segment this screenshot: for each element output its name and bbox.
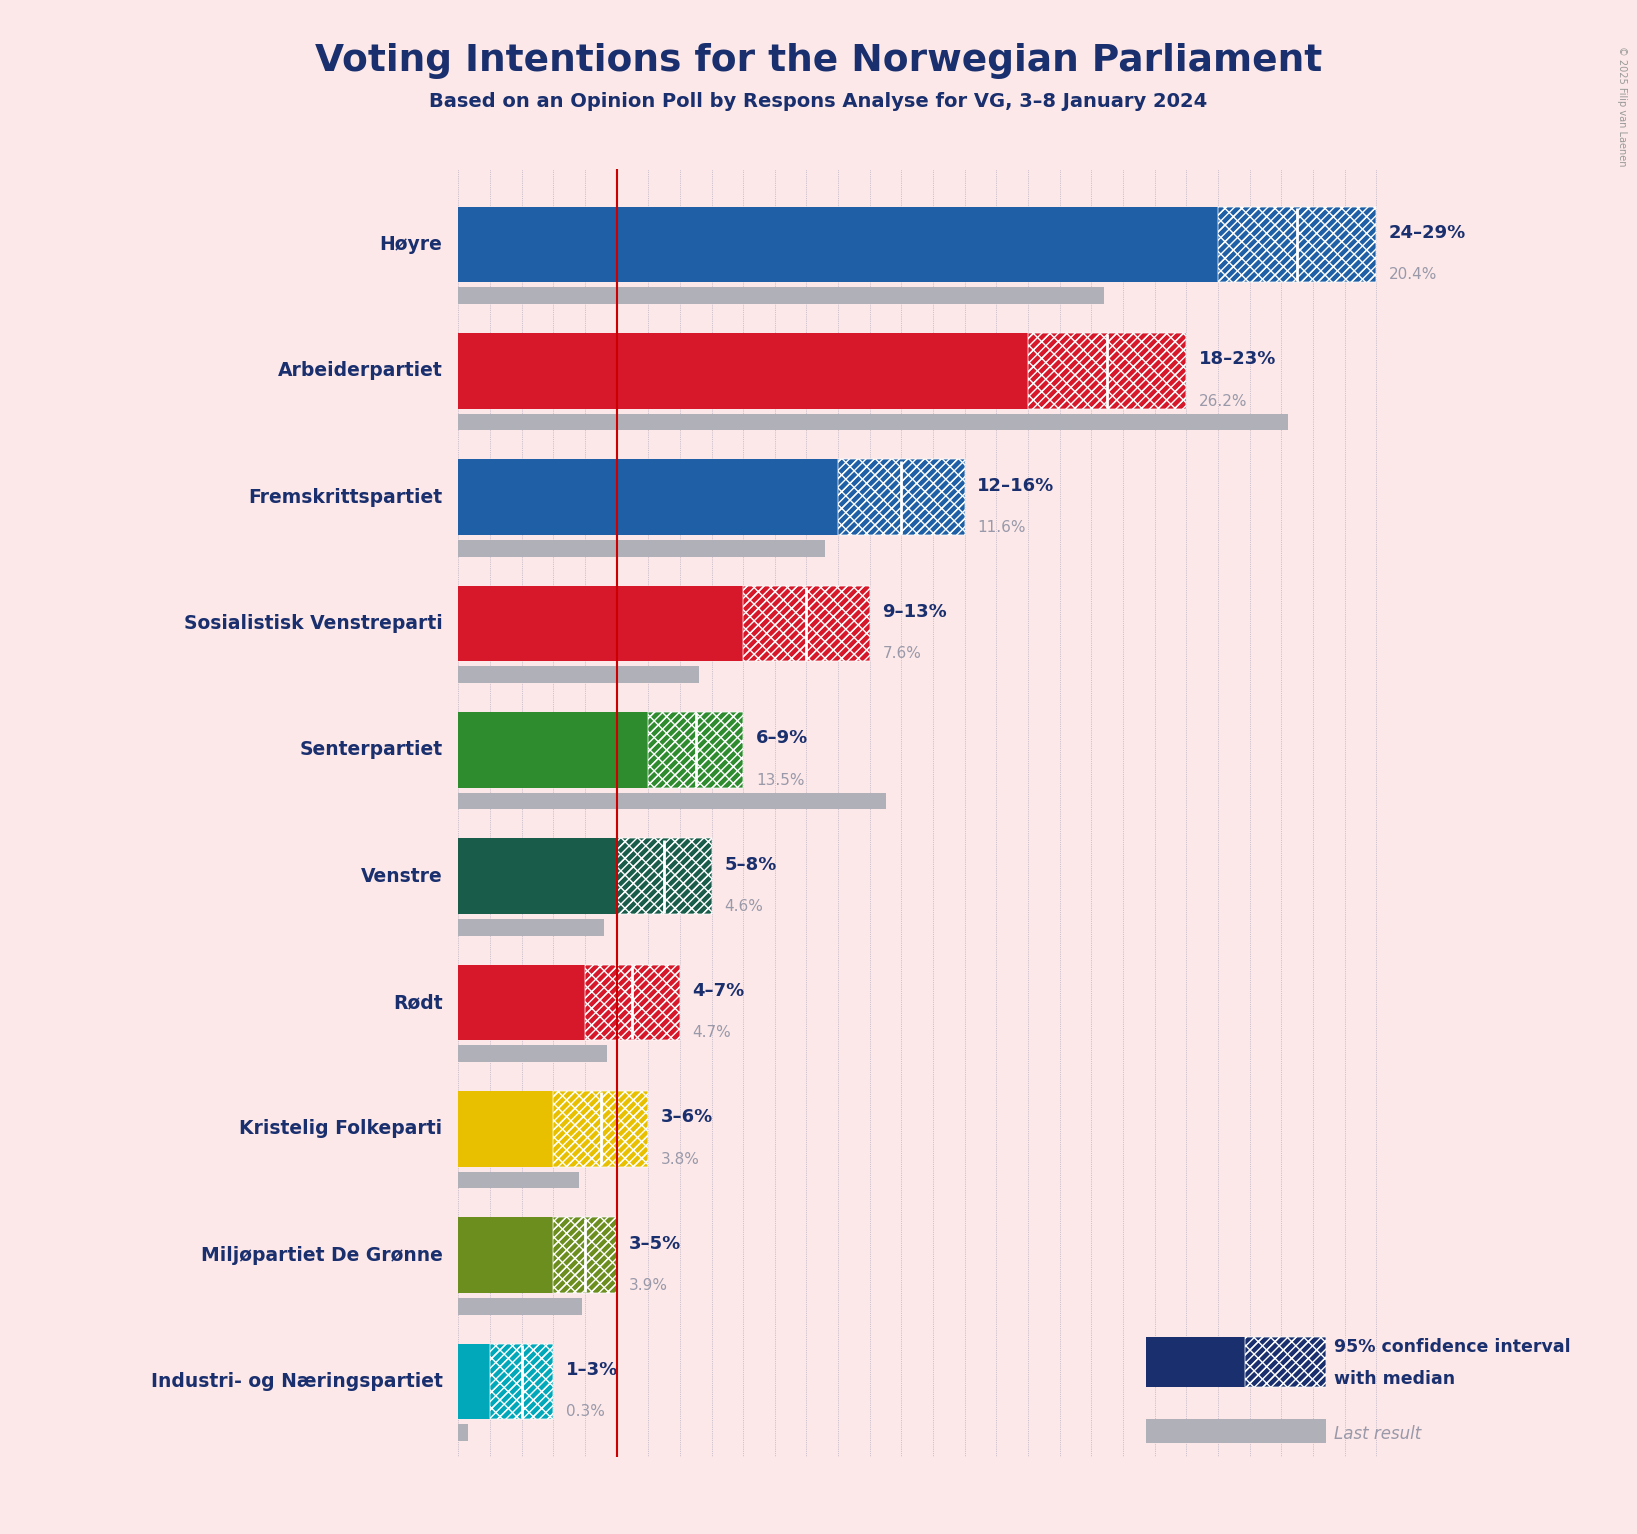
Bar [553,1091,648,1167]
Text: 4.6%: 4.6% [724,899,763,914]
Text: 26.2%: 26.2% [1198,394,1247,408]
Bar [458,1298,581,1315]
Bar [584,965,679,1040]
Bar [838,459,964,535]
Text: 7.6%: 7.6% [882,646,922,661]
Bar [458,287,1103,304]
Text: Last result: Last result [1334,1425,1421,1443]
Bar [458,838,617,914]
Text: 24–29%: 24–29% [1388,224,1467,242]
Bar [617,838,712,914]
Bar [838,459,964,535]
Bar [458,793,886,810]
Text: 3–6%: 3–6% [661,1109,714,1126]
Text: 9–13%: 9–13% [882,603,948,621]
Bar [743,586,869,661]
Bar [458,586,743,661]
Text: 4–7%: 4–7% [692,982,745,1000]
Bar [458,1046,607,1062]
Bar [489,1344,553,1419]
Bar [458,1425,468,1440]
Text: 18–23%: 18–23% [1198,350,1277,368]
Text: Senterpartiet: Senterpartiet [300,741,442,759]
Bar [1028,333,1187,408]
Text: Industri- og Næringspartiet: Industri- og Næringspartiet [151,1371,442,1391]
Text: Kristelig Folkeparti: Kristelig Folkeparti [239,1120,442,1138]
Bar [458,207,1218,282]
Text: Arbeiderpartiet: Arbeiderpartiet [278,362,442,380]
Text: Miljøpartiet De Grønne: Miljøpartiet De Grønne [201,1246,442,1264]
Bar [1146,1419,1326,1443]
Text: with median: with median [1334,1370,1455,1388]
Bar [743,586,869,661]
Bar [489,1344,553,1419]
Bar [617,838,712,914]
Bar [1244,1338,1326,1387]
Bar [743,586,869,661]
Text: Sosialistisk Venstreparti: Sosialistisk Venstreparti [183,614,442,634]
Bar [838,459,964,535]
Text: Voting Intentions for the Norwegian Parliament: Voting Intentions for the Norwegian Parl… [314,43,1323,78]
Bar [553,1218,617,1293]
Bar [458,919,604,936]
Text: 6–9%: 6–9% [756,730,809,747]
Bar [553,1218,617,1293]
Text: 95% confidence interval: 95% confidence interval [1334,1338,1572,1356]
Bar [458,1091,553,1167]
Bar [458,414,1288,430]
Text: 12–16%: 12–16% [977,477,1054,495]
Text: 3.8%: 3.8% [661,1152,699,1167]
Bar [648,712,743,788]
Bar [648,712,743,788]
Text: Rødt: Rødt [393,992,442,1012]
Text: Fremskrittspartiet: Fremskrittspartiet [249,488,442,506]
Text: 4.7%: 4.7% [692,1025,732,1040]
Text: Based on an Opinion Poll by Respons Analyse for VG, 3–8 January 2024: Based on an Opinion Poll by Respons Anal… [429,92,1208,110]
Text: 1–3%: 1–3% [566,1361,619,1379]
Bar [648,712,743,788]
Text: Høyre: Høyre [380,235,442,255]
Text: 0.3%: 0.3% [566,1404,604,1419]
Text: 20.4%: 20.4% [1388,267,1437,282]
Bar [458,1344,489,1419]
Bar [458,459,838,535]
Bar [458,1218,553,1293]
Bar [1218,207,1377,282]
Bar [1146,1338,1244,1387]
Bar [617,838,712,914]
Bar [458,666,699,683]
Bar [1218,207,1377,282]
Bar [553,1091,648,1167]
Bar [1028,333,1187,408]
Bar [584,965,679,1040]
Text: 3–5%: 3–5% [629,1235,681,1253]
Bar [458,1172,578,1189]
Bar [489,1344,553,1419]
Bar [458,540,825,557]
Text: 5–8%: 5–8% [724,856,776,874]
Bar [553,1218,617,1293]
Bar [1028,333,1187,408]
Text: 3.9%: 3.9% [629,1278,668,1293]
Bar [553,1091,648,1167]
Bar [1218,207,1377,282]
Bar [584,965,679,1040]
Bar [458,712,648,788]
Text: © 2025 Filip van Laenen: © 2025 Filip van Laenen [1617,46,1627,167]
Text: 11.6%: 11.6% [977,520,1026,535]
Text: Venstre: Venstre [360,867,442,885]
Bar [458,965,584,1040]
Bar [1244,1338,1326,1387]
Text: 13.5%: 13.5% [756,773,804,787]
Bar [1244,1338,1326,1387]
Bar [458,333,1028,408]
